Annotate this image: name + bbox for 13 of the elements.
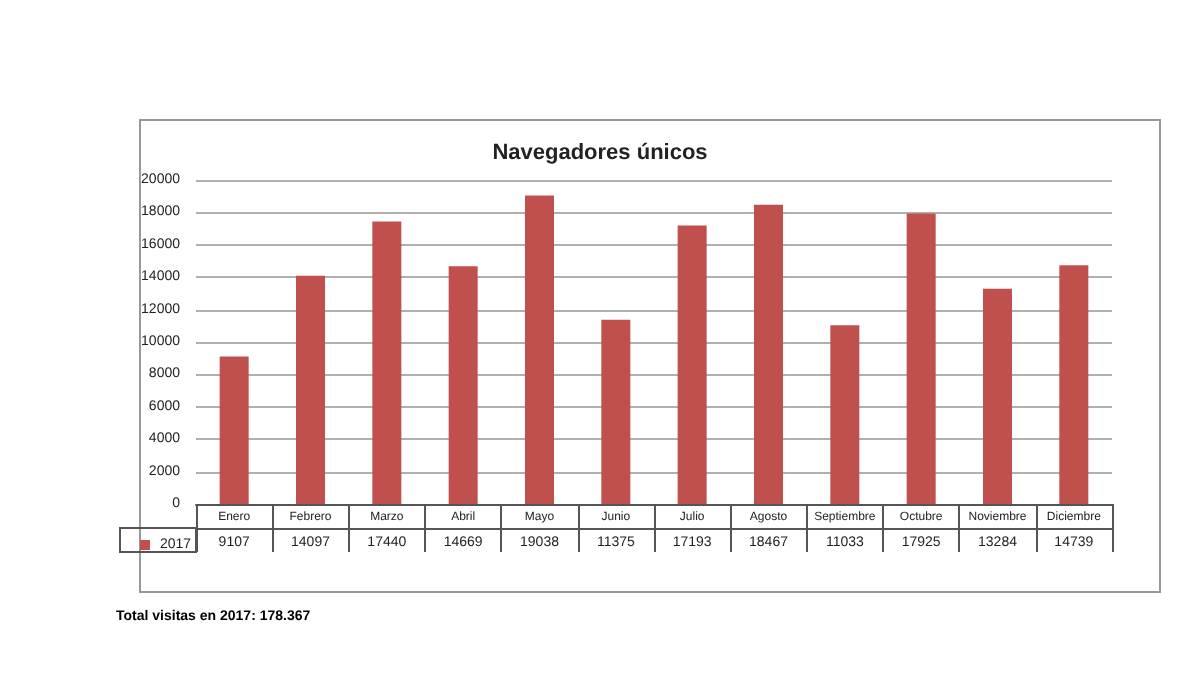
bar: [983, 288, 1012, 504]
bar: [525, 195, 554, 504]
bar: [601, 319, 631, 504]
bar: [677, 225, 707, 504]
chart-title: Navegadores únicos: [492, 141, 708, 165]
bar: [906, 213, 936, 504]
bar: [830, 325, 860, 504]
bar: [296, 275, 325, 504]
bar: [219, 356, 249, 504]
bar: [1059, 265, 1089, 504]
bar: [448, 266, 478, 504]
bar: [754, 204, 783, 504]
bar: [372, 221, 402, 504]
